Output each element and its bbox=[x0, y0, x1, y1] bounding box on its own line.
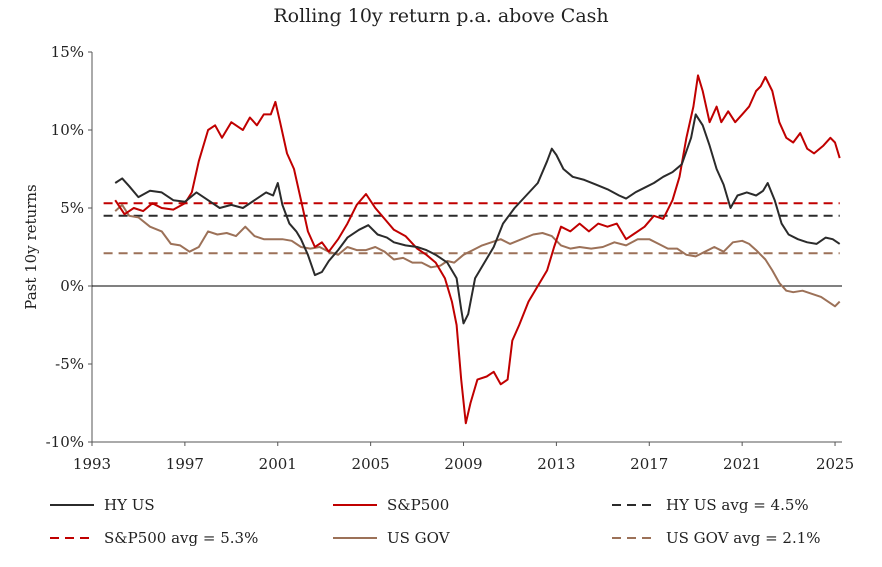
legend-label: US GOV avg = 2.1% bbox=[666, 529, 821, 547]
series-layer bbox=[103, 74, 841, 425]
x-tick-label: 2013 bbox=[537, 455, 575, 473]
x-tick-label: 2025 bbox=[816, 455, 854, 473]
y-tick-label: -10% bbox=[46, 433, 84, 451]
y-tick-label: 10% bbox=[51, 121, 84, 139]
legend-label: S&P500 bbox=[387, 496, 449, 514]
x-tick-label: 2017 bbox=[630, 455, 668, 473]
legend-label: US GOV bbox=[387, 529, 451, 547]
x-tick-label: 2001 bbox=[259, 455, 297, 473]
legend-label: S&P500 avg = 5.3% bbox=[104, 529, 258, 547]
y-axis-title: Past 10y returns bbox=[22, 184, 40, 309]
x-tick-label: 1997 bbox=[166, 455, 204, 473]
y-tick-label: 15% bbox=[51, 43, 84, 61]
axes: -10% -5% 0% 5% 10% 15% 1993 1997 2001 2005 2009 201… bbox=[46, 43, 855, 473]
chart-title: Rolling 10y return p.a. above Cash bbox=[273, 5, 608, 27]
legend-label: HY US avg = 4.5% bbox=[666, 496, 809, 514]
y-tick-label: 5% bbox=[60, 199, 84, 217]
legend-label: HY US bbox=[104, 496, 155, 514]
series-line-sp500 bbox=[114, 74, 841, 425]
x-tick-label: 2021 bbox=[723, 455, 761, 473]
series-line-hy_us bbox=[114, 113, 841, 325]
x-tick-label: 1993 bbox=[73, 455, 111, 473]
x-tick-label: 2009 bbox=[444, 455, 482, 473]
legend: HY US S&P500 HY US avg = 4.5% S&P500 avg = … bbox=[50, 496, 821, 547]
y-tick-label: 0% bbox=[60, 277, 84, 295]
x-tick-label: 2005 bbox=[352, 455, 390, 473]
series-line-us_gov bbox=[114, 203, 841, 308]
y-tick-label: -5% bbox=[55, 355, 84, 373]
